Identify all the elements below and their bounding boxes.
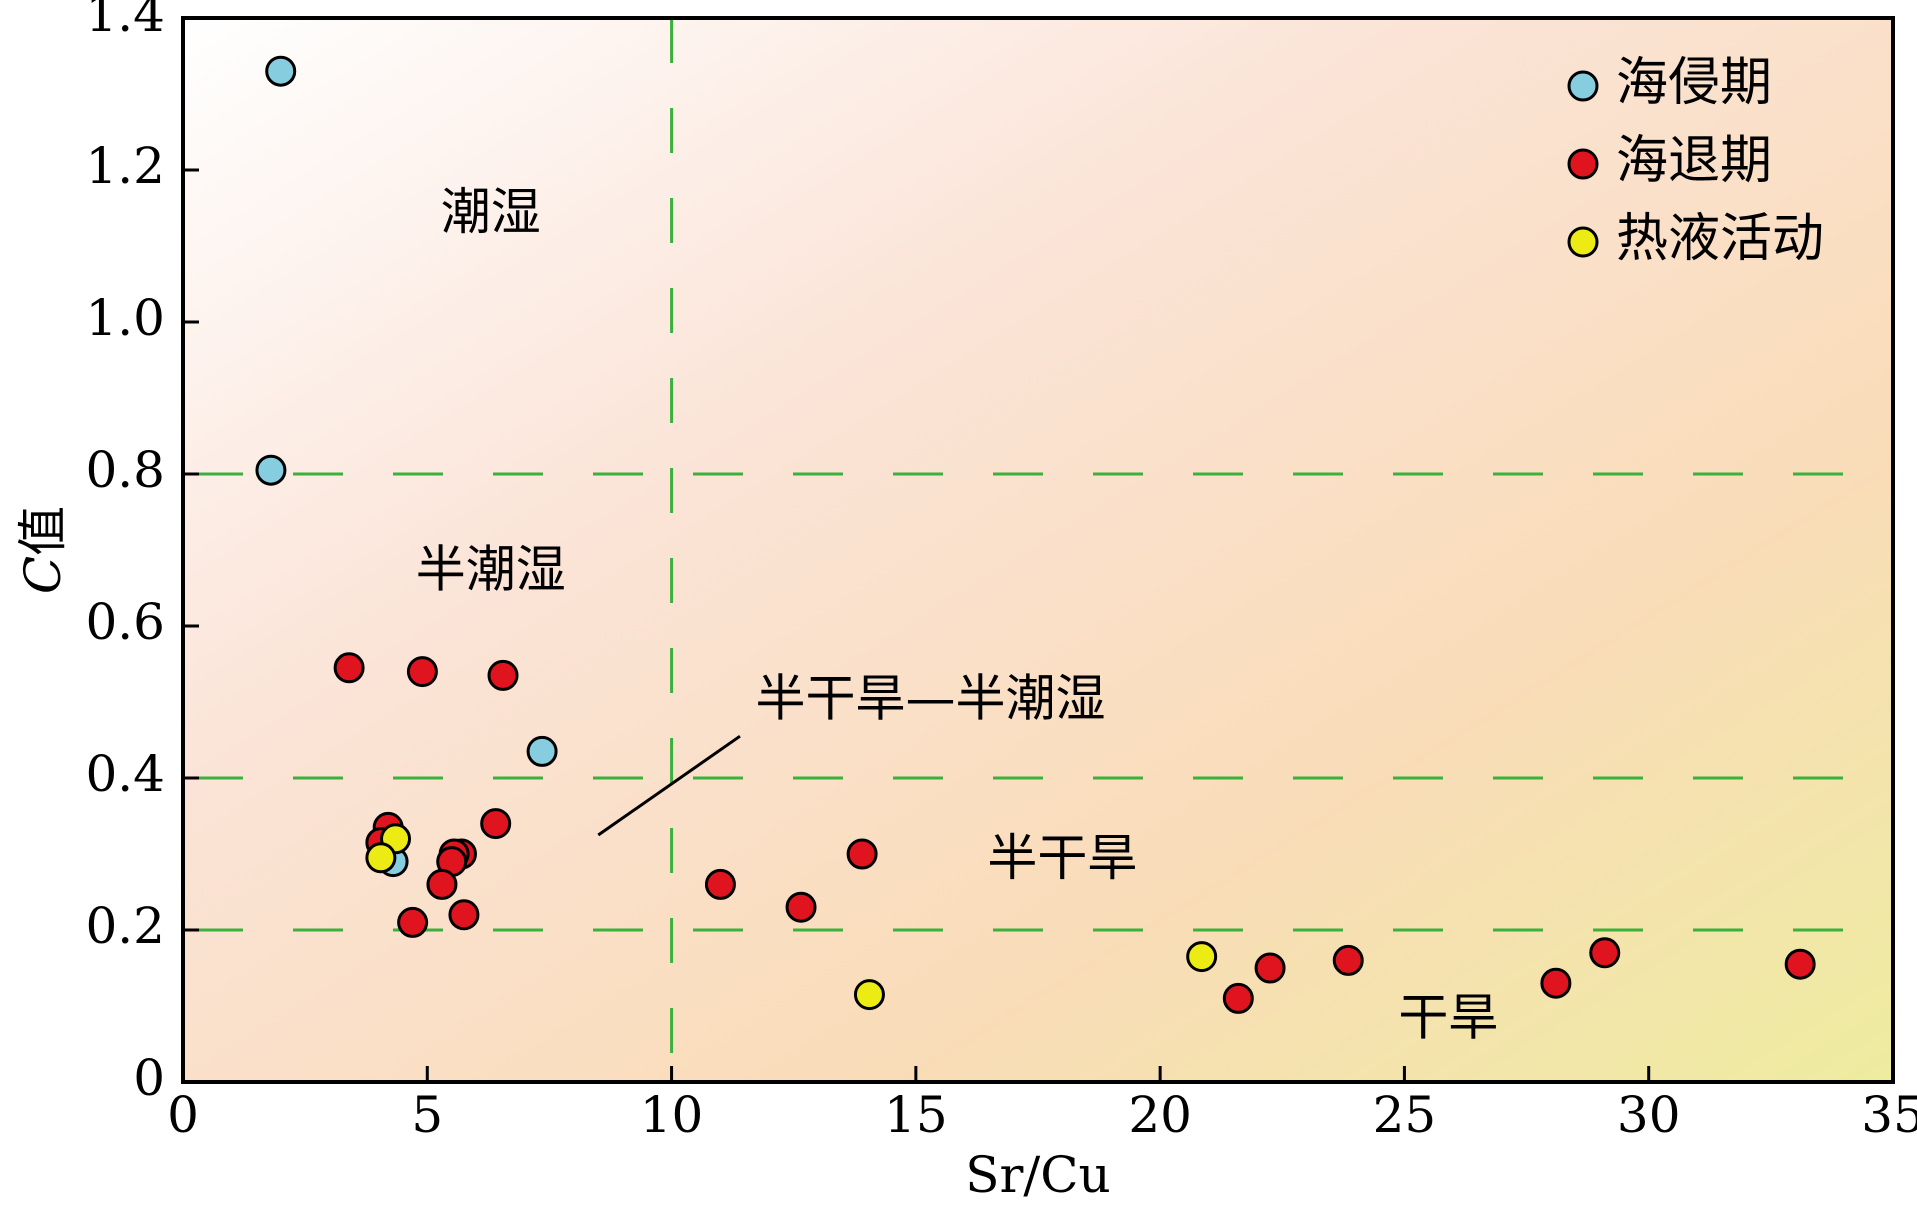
data-point-series-2 <box>397 906 429 938</box>
data-point-series-3 <box>365 842 397 874</box>
data-point-series-2 <box>333 652 365 684</box>
data-point-series-2 <box>846 838 878 870</box>
data-points <box>255 55 1816 1014</box>
data-point-series-3 <box>1186 941 1218 973</box>
x-tick-label: 20 <box>1128 1086 1192 1144</box>
data-point-series-2 <box>1332 944 1364 976</box>
reference-lines <box>183 18 1893 1082</box>
y-axis-title-suffix: 值 <box>14 506 72 556</box>
data-point-series-2 <box>480 808 512 840</box>
data-point-series-2 <box>1222 982 1254 1014</box>
x-tick-label: 0 <box>167 1086 199 1144</box>
y-tick-label: 1.2 <box>85 137 165 195</box>
y-axis-ticks: 0 0.2 0.4 0.6 0.8 1.0 1.2 1.4 <box>85 0 199 1107</box>
data-point-series-3 <box>853 979 885 1011</box>
y-tick-label: 0.2 <box>85 897 165 955</box>
data-point-series-2 <box>426 868 458 900</box>
data-point-series-1 <box>255 454 287 486</box>
y-axis-title-symbol: C <box>14 556 72 594</box>
legend-label: 海退期 <box>1616 131 1772 191</box>
region-label: 半干旱 <box>987 829 1137 887</box>
data-point-series-2 <box>704 868 736 900</box>
legend-marker <box>1567 226 1599 258</box>
data-point-series-2 <box>785 891 817 923</box>
annotation-group <box>597 734 741 837</box>
data-point-series-2 <box>1784 948 1816 980</box>
y-tick-label: 1.0 <box>85 289 165 347</box>
x-axis-title: Sr/Cu <box>965 1146 1110 1204</box>
x-tick-label: 35 <box>1861 1086 1917 1144</box>
y-tick-label: 0.8 <box>85 441 165 499</box>
data-point-series-2 <box>448 899 480 931</box>
x-tick-label: 5 <box>411 1086 443 1144</box>
data-point-series-2 <box>1254 952 1286 984</box>
y-tick-label: 0 <box>133 1049 165 1107</box>
legend-label: 海侵期 <box>1616 53 1772 113</box>
y-tick-label: 0.4 <box>85 745 165 803</box>
x-axis-ticks: 0 5 10 15 20 25 30 35 <box>167 1066 1917 1144</box>
data-point-series-2 <box>1589 937 1621 969</box>
legend-marker <box>1567 70 1599 102</box>
region-label: 半干旱—半潮湿 <box>756 670 1106 728</box>
annotation-pointer-line <box>597 734 741 837</box>
x-tick-label: 10 <box>640 1086 704 1144</box>
y-tick-label: 1.4 <box>85 0 165 43</box>
data-point-series-1 <box>526 735 558 767</box>
legend-label: 热液活动 <box>1616 209 1824 269</box>
x-tick-label: 25 <box>1373 1086 1437 1144</box>
x-tick-label: 15 <box>884 1086 948 1144</box>
legend-marker <box>1567 148 1599 180</box>
data-point-series-2 <box>406 656 438 688</box>
data-point-series-2 <box>487 659 519 691</box>
x-tick-label: 30 <box>1617 1086 1681 1144</box>
y-tick-label: 0.6 <box>85 593 165 651</box>
region-label: 半潮湿 <box>416 540 566 598</box>
plot-frame <box>181 16 1895 1084</box>
region-label: 潮湿 <box>441 183 541 241</box>
data-point-series-2 <box>1540 967 1572 999</box>
y-axis-title: C值 <box>14 506 72 594</box>
region-label: 干旱 <box>1398 989 1498 1047</box>
data-point-series-1 <box>265 55 297 87</box>
